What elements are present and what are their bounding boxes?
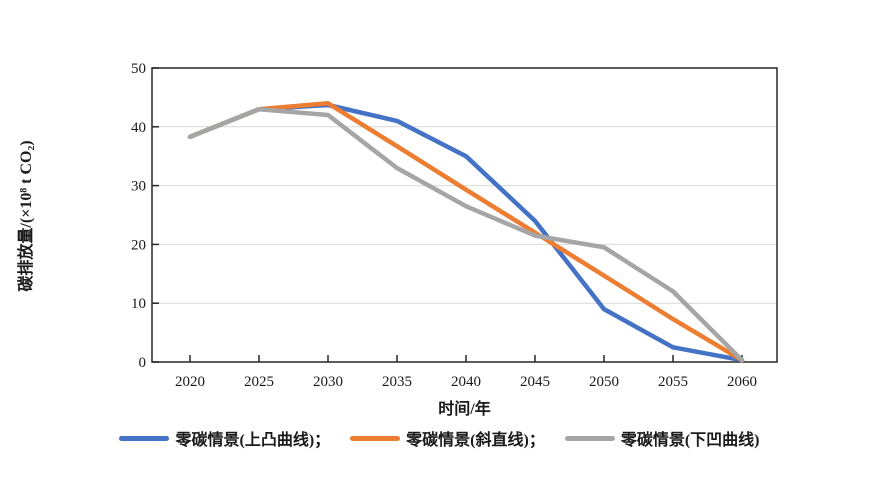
x-tick-label: 2030 — [313, 374, 343, 390]
x-axis-label: 时间/年 — [438, 401, 491, 418]
y-tick-label: 30 — [131, 179, 146, 195]
legend-item: 零碳情景(上凸曲线)； — [119, 426, 330, 450]
y-tick-label: 20 — [131, 237, 146, 253]
plot-border — [151, 67, 778, 363]
legend-item: 零碳情景(斜直线)； — [350, 426, 545, 450]
legend-label: 零碳情景(下凹曲线) — [620, 432, 760, 449]
y-tick-label: 50 — [131, 61, 146, 77]
y-tick-label: 40 — [131, 120, 146, 136]
x-tick-label: 2025 — [244, 374, 274, 390]
legend-line-swatch — [564, 435, 615, 441]
y-tick-label: 10 — [131, 296, 146, 312]
legend-label: 零碳情景(斜直线)； — [406, 432, 545, 449]
x-tick-label: 2035 — [382, 374, 412, 390]
x-tick-label: 2050 — [589, 374, 619, 390]
x-tick-label: 2045 — [520, 374, 550, 390]
legend-item: 零碳情景(下凹曲线) — [564, 426, 760, 450]
legend-line-swatch — [119, 435, 170, 441]
chart-legend: 零碳情景(上凸曲线)； 零碳情景(斜直线)； 零碳情景(下凹曲线) — [0, 426, 879, 450]
series-line-blue — [187, 102, 745, 363]
legend-line-swatch — [350, 435, 401, 441]
y-tick-label: 0 — [139, 355, 147, 371]
x-tick-label: 2020 — [175, 374, 205, 390]
series-line-orange — [187, 101, 745, 363]
legend-label: 零碳情景(上凸曲线)； — [175, 432, 331, 449]
x-tick-label: 2040 — [451, 374, 481, 390]
y-axis-label: 碳排放量/(×10⁸ t CO₂) — [18, 140, 35, 292]
series-line-gray — [187, 106, 745, 363]
x-tick-label: 2060 — [727, 374, 757, 390]
x-tick-label: 2055 — [658, 374, 688, 390]
